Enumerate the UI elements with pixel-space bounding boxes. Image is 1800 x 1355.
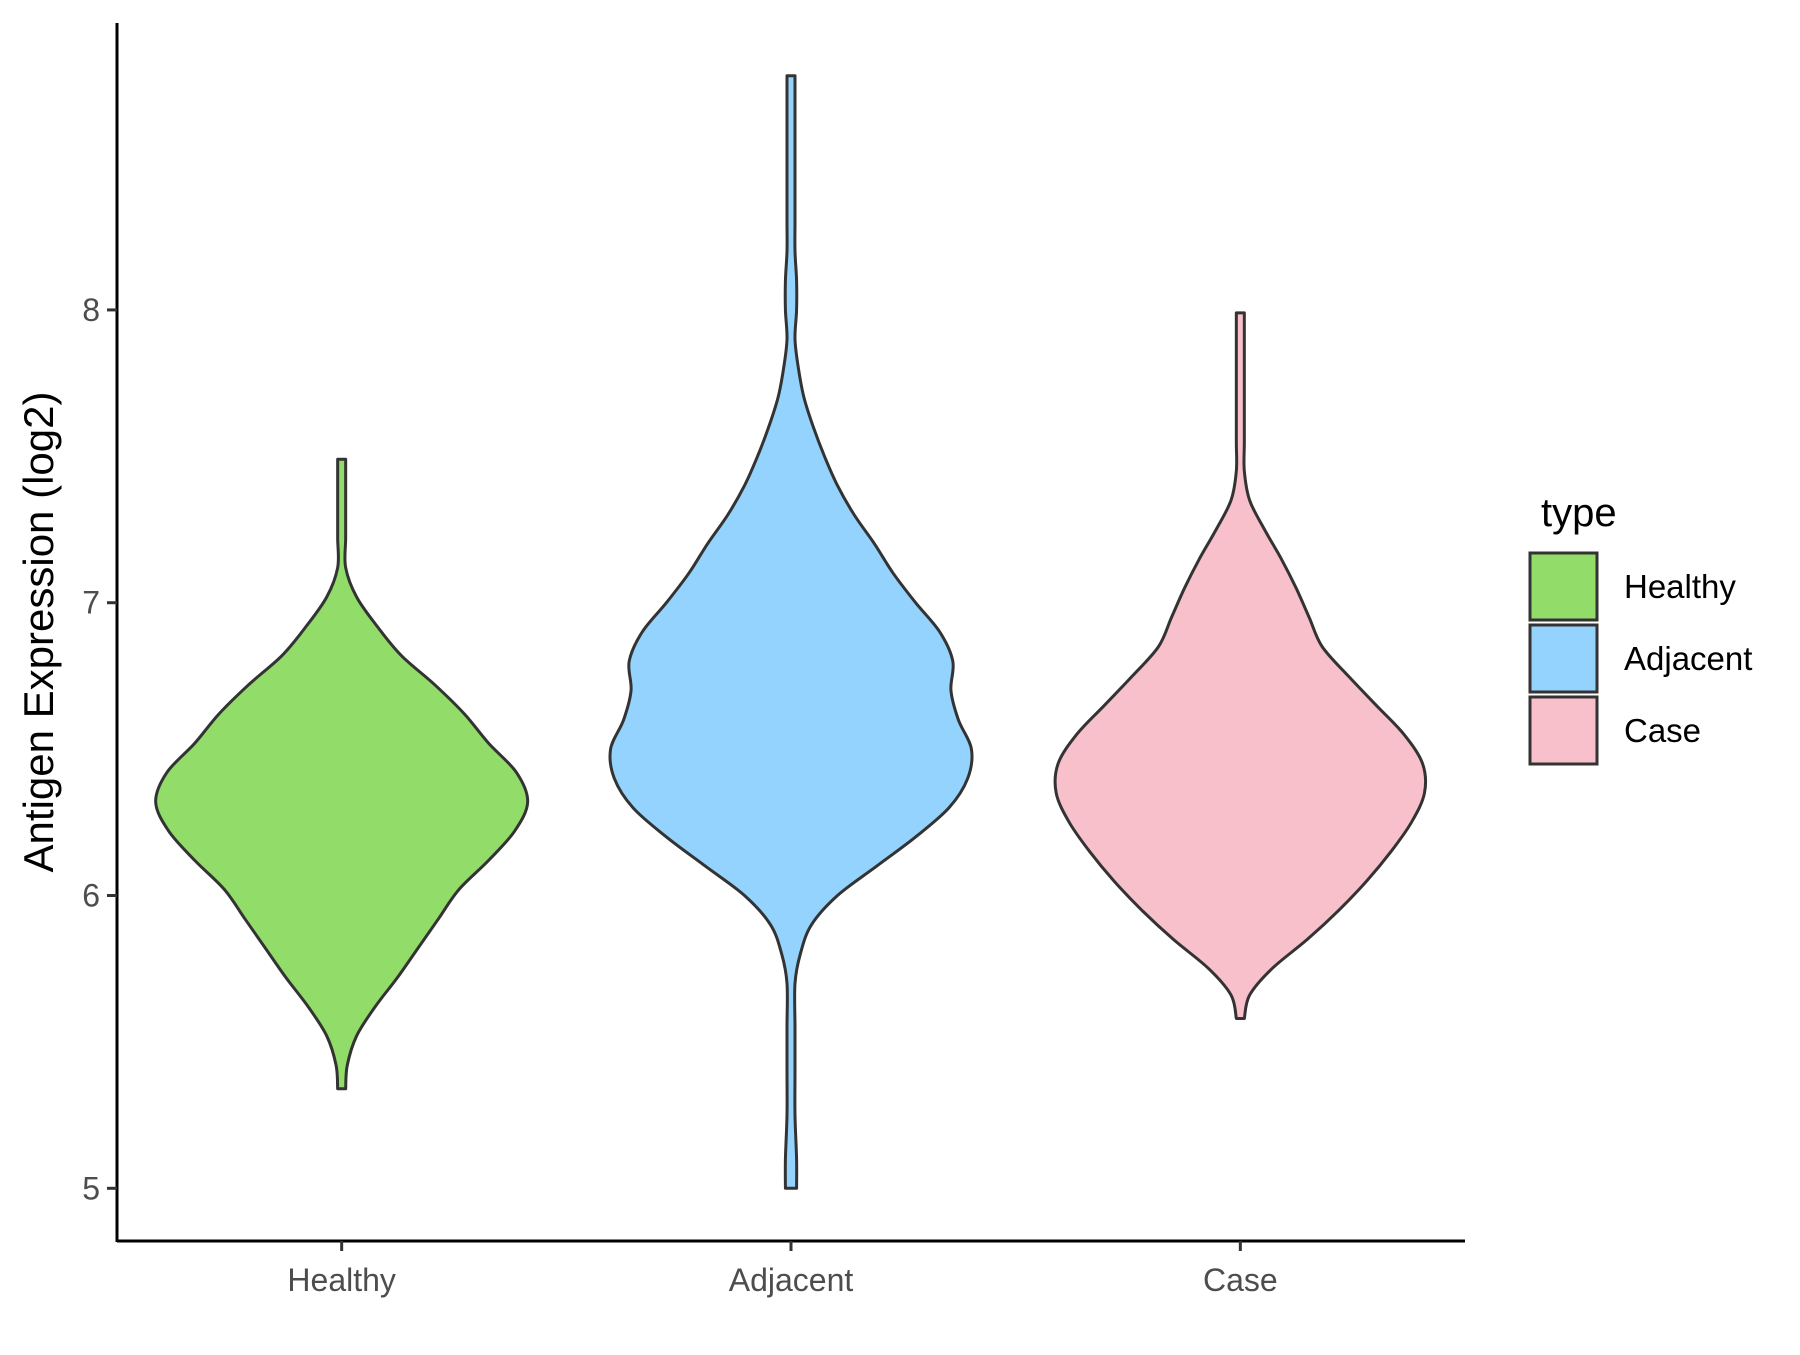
x-tick-label: Adjacent (729, 1262, 854, 1298)
legend-swatch-case (1528, 695, 1599, 766)
y-tick-label: 7 (82, 585, 100, 621)
legend-label-case: Case (1624, 712, 1701, 749)
violin-adjacent (608, 74, 974, 1190)
legend-title: type (1541, 491, 1617, 535)
y-axis-title: Antigen Expression (log2) (15, 392, 62, 873)
violin-healthy (154, 457, 530, 1091)
y-tick-label: 8 (82, 292, 100, 328)
legend-label-adjacent: Adjacent (1624, 640, 1752, 677)
legend: type Healthy Adjacent Case (1528, 491, 1752, 766)
y-tick-label: 6 (82, 878, 100, 914)
violins-layer (154, 74, 1428, 1190)
ticks-layer: 5 6 7 8 Healthy Adjacent Case (82, 292, 1277, 1298)
y-tick-label: 5 (82, 1170, 100, 1206)
violin-case (1053, 311, 1428, 1020)
legend-swatch-adjacent (1528, 623, 1599, 694)
legend-label-healthy: Healthy (1624, 568, 1736, 605)
x-tick-label: Case (1203, 1262, 1278, 1298)
x-tick-label: Healthy (287, 1262, 396, 1298)
legend-swatch-healthy (1528, 551, 1599, 622)
